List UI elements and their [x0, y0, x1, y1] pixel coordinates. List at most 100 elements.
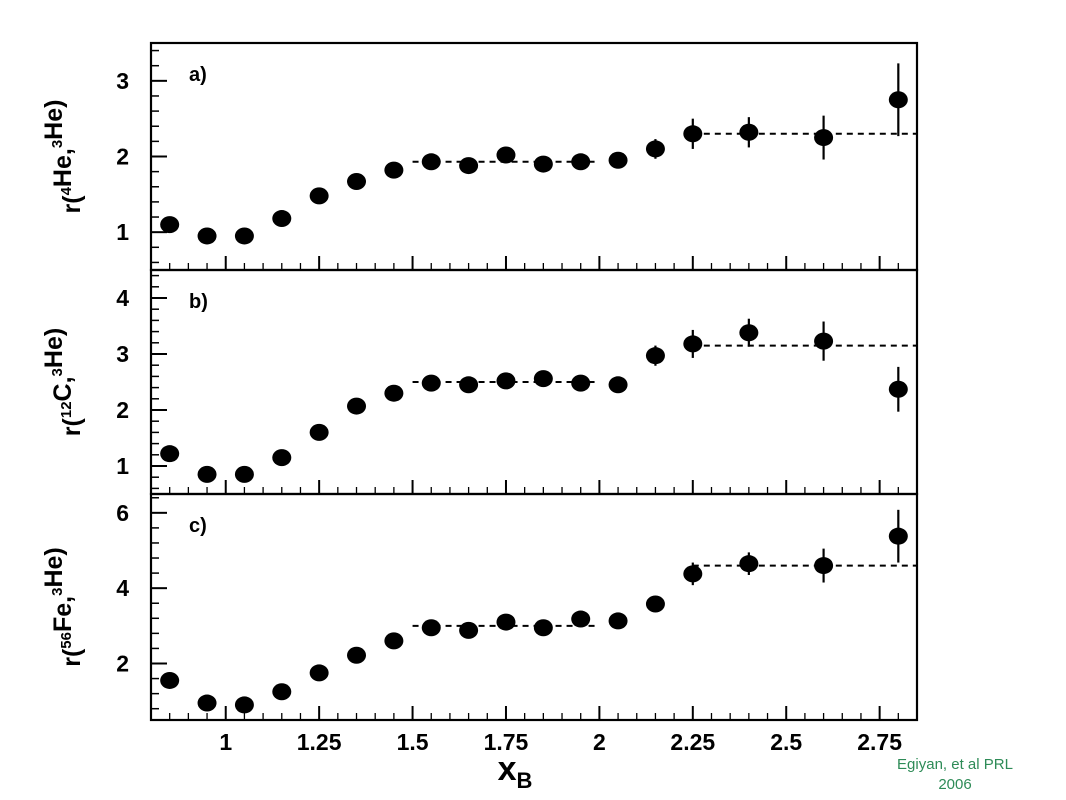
y-title-text: He): [40, 328, 68, 368]
y-title-superscript: 4: [58, 186, 75, 195]
citation-line-1: Egiyan, et al PRL: [897, 756, 1013, 773]
y-title-superscript: 12: [58, 401, 75, 418]
y-title-text: He): [40, 100, 68, 140]
citation-credit: Egiyan, et al PRL 2006: [860, 755, 1050, 795]
panel-frame: [149, 492, 919, 722]
y-tick-label: 2: [116, 651, 129, 677]
data-point: [459, 376, 479, 394]
y-tick-label: 2: [116, 397, 129, 423]
y-title-superscript: 3: [49, 588, 66, 596]
y-tick-label: 3: [116, 68, 129, 94]
data-point: [888, 91, 908, 109]
y-tick-label: 2: [116, 144, 129, 170]
y-tick-label: 3: [116, 341, 129, 367]
data-point: [888, 380, 908, 398]
data-point: [309, 664, 329, 682]
y-axis-title: r(12C,3He): [40, 328, 86, 436]
x-title-subscript: B: [517, 768, 533, 793]
x-axis-title: xB: [498, 750, 533, 793]
data-point: [533, 370, 553, 388]
data-point: [739, 555, 759, 573]
y-title-text: r(: [58, 417, 86, 436]
data-point: [160, 216, 180, 234]
y-title-text: He,: [49, 148, 77, 187]
data-point: [347, 397, 367, 415]
data-point: [309, 187, 329, 205]
data-point: [814, 332, 834, 350]
x-tick-label: 1: [219, 729, 232, 755]
data-point: [421, 374, 441, 392]
x-tick-label: 2.75: [857, 729, 902, 755]
x-tick-label: 1.5: [397, 729, 429, 755]
data-point: [459, 157, 479, 175]
data-point: [683, 125, 703, 143]
data-point: [739, 123, 759, 141]
data-point: [197, 227, 217, 245]
data-point: [309, 423, 329, 441]
panel-label: a): [189, 64, 207, 86]
data-point: [533, 155, 553, 173]
panel-c: 2 4 6 c) r(56Fe,3He) 1 1.25 1.5 1.75 2 2.25 2.5 2.75: [40, 492, 919, 755]
x-tick-label: 1.25: [297, 729, 342, 755]
data-point: [814, 557, 834, 575]
data-point: [384, 632, 404, 650]
data-point: [347, 172, 367, 190]
data-point: [384, 384, 404, 402]
data-point: [421, 153, 441, 171]
x-tick-label: 1.75: [484, 729, 529, 755]
data-point: [234, 696, 254, 714]
data-point: [571, 374, 591, 392]
y-tick-label: 4: [116, 285, 129, 311]
y-tick-label: 4: [116, 575, 129, 601]
y-title-text: C,: [49, 376, 77, 401]
data-point: [571, 610, 591, 628]
y-title-text: r(: [58, 195, 86, 214]
data-point: [384, 161, 404, 179]
data-point: [272, 210, 292, 228]
data-point: [645, 347, 665, 365]
data-point: [234, 227, 254, 245]
data-point: [608, 376, 628, 394]
data-point: [197, 465, 217, 483]
panel-frame: [149, 41, 919, 272]
data-point: [683, 335, 703, 353]
data-point: [608, 151, 628, 169]
y-axis-title: r(4He,3He): [40, 100, 86, 214]
data-point: [533, 619, 553, 637]
x-tick-label: 2.25: [670, 729, 715, 755]
data-point: [739, 324, 759, 342]
data-point: [645, 140, 665, 158]
data-point: [496, 613, 516, 631]
data-point: [683, 565, 703, 583]
data-point: [571, 153, 591, 171]
y-tick-label: 1: [116, 219, 129, 245]
x-tick-label: 2: [593, 729, 606, 755]
data-point: [197, 694, 217, 712]
x-tick-label: 2.5: [770, 729, 802, 755]
panel-a: 123 a)r(4He,3He): [40, 41, 919, 272]
data-point: [888, 527, 908, 545]
y-tick-label: 6: [116, 500, 129, 526]
y-title-text: Fe,: [49, 596, 77, 632]
y-title-text: He): [40, 547, 68, 587]
x-title-main: x: [498, 750, 517, 788]
data-point: [645, 595, 665, 613]
data-point: [234, 465, 254, 483]
citation-line-2: 2006: [938, 776, 972, 793]
data-point: [160, 671, 180, 689]
data-point: [347, 646, 367, 664]
data-point: [814, 129, 834, 147]
y-title-superscript: 3: [49, 140, 66, 148]
y-title-superscript: 3: [49, 368, 66, 376]
data-point: [160, 445, 180, 463]
data-point: [272, 449, 292, 467]
data-point: [421, 619, 441, 637]
panel-label: c): [189, 515, 207, 537]
panel-b: 12 3 4 b) r(12C,3He): [40, 268, 919, 496]
panel-label: b): [189, 291, 208, 313]
y-axis-title: r(56Fe,3He): [40, 547, 86, 667]
y-title-text: r(: [58, 648, 86, 667]
data-point: [608, 612, 628, 630]
y-title-superscript: 56: [58, 632, 75, 649]
